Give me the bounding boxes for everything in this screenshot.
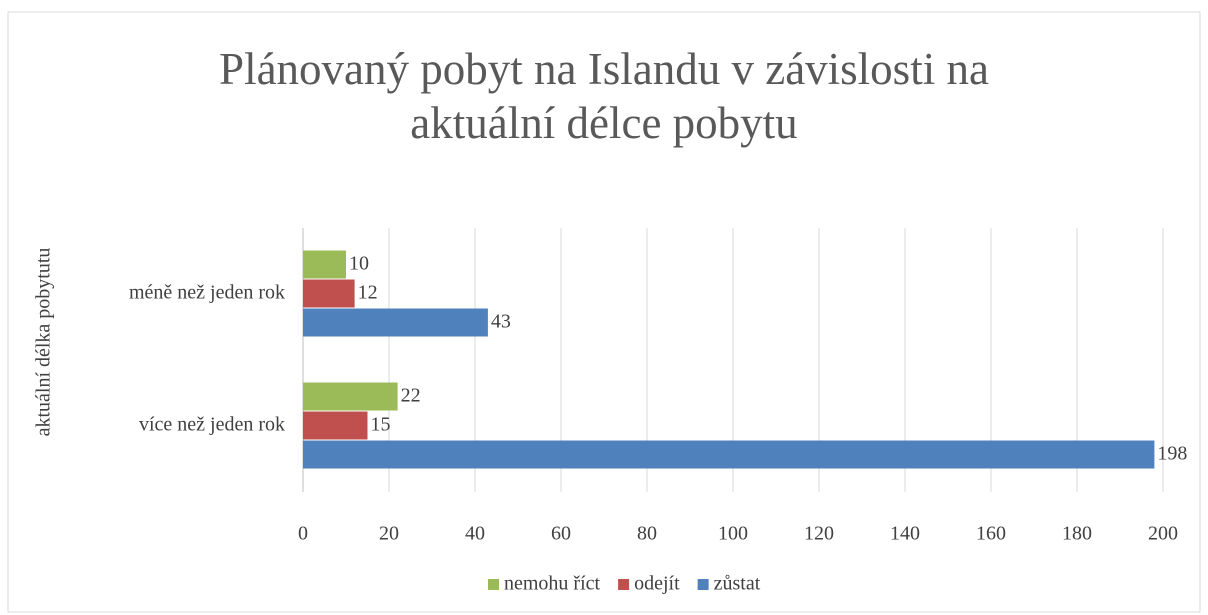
x-tick-label: 60: [551, 523, 571, 545]
data-label: 22: [401, 385, 421, 407]
x-tick-label: 100: [718, 523, 748, 545]
legend-label: nemohu říct: [504, 573, 601, 595]
y-axis-label: aktuální délka pobytutu: [33, 248, 55, 437]
bar: [303, 382, 398, 411]
bar: [303, 411, 368, 440]
x-tick-label: 160: [976, 523, 1006, 545]
data-label: 15: [371, 414, 391, 436]
data-label: 12: [358, 282, 378, 304]
bar: [303, 279, 355, 308]
x-tick-label: 20: [379, 523, 399, 545]
chart-title: Plánovaný pobyt na Islandu v závislosti …: [219, 44, 989, 148]
data-label: 43: [491, 311, 511, 333]
x-tick-label: 80: [637, 523, 657, 545]
legend-label: odejít: [634, 573, 680, 595]
legend-swatch: [488, 579, 499, 590]
legend-swatch: [618, 579, 630, 590]
x-tick-label: 40: [465, 523, 485, 545]
data-label: 10: [349, 253, 369, 275]
legend-swatch: [697, 579, 709, 590]
x-tick-label: 180: [1062, 523, 1092, 545]
x-tick-label: 140: [890, 523, 920, 545]
bar: [303, 308, 488, 337]
chart-border: [7, 11, 1201, 613]
x-tick-label: 0: [298, 523, 308, 545]
y-tick-label: méně než jeden rok: [129, 282, 285, 304]
x-tick-label: 200: [1148, 523, 1178, 545]
x-tick-label: 120: [804, 523, 834, 545]
y-tick-label: více než jeden rok: [139, 414, 285, 436]
legend-label: zůstat: [714, 573, 761, 595]
bar: [303, 250, 346, 279]
data-label: 198: [1157, 443, 1187, 465]
bar: [303, 440, 1155, 469]
